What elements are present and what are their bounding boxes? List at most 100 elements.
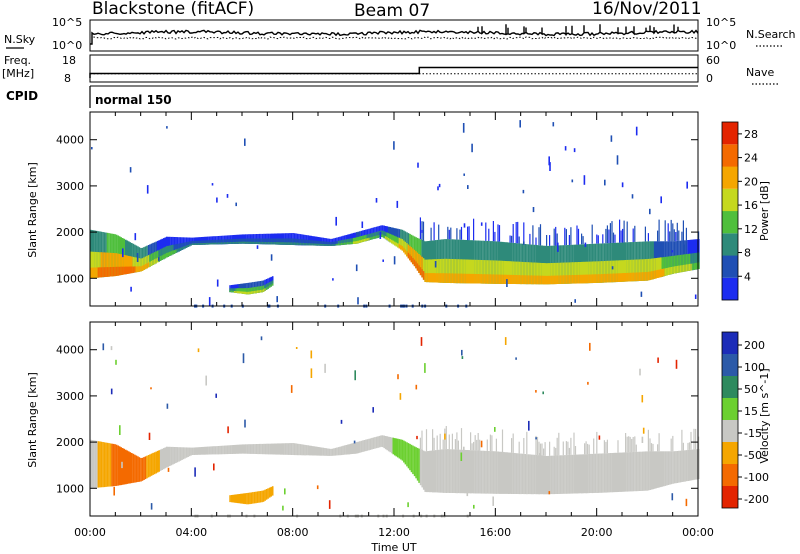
velocity-band-0-col [158, 450, 160, 472]
velocity-band-0-col [281, 443, 284, 455]
power-band-0-core [190, 243, 192, 246]
power-band-0-core [460, 273, 463, 284]
velocity-speckle [535, 390, 537, 393]
power-band-0-core [663, 268, 665, 277]
freq-strip-frame [89, 54, 699, 83]
power-band-0-core [465, 273, 467, 284]
velocity-band-1-col [252, 492, 254, 504]
power-band-0-core [509, 274, 512, 284]
power-band-0-mid [467, 259, 469, 284]
power-speckle [523, 241, 525, 245]
power-band-1-mid [259, 286, 262, 293]
velocity-band-0-col [362, 440, 364, 452]
velocity-band-0-col [270, 443, 273, 455]
power-band-0-mid [277, 238, 279, 245]
power-band-0-mid [103, 252, 106, 277]
power-band-0-mid [90, 251, 92, 279]
power-speckle [129, 167, 132, 173]
velocity-spike [690, 431, 692, 450]
power-band-0-core [363, 239, 366, 242]
velocity-band-0-col [664, 451, 667, 486]
power-band-0-core [412, 257, 414, 265]
velocity-spike [538, 441, 540, 456]
nsearch-tick-top: 10^5 [706, 16, 736, 29]
velocity-band-0-col [643, 451, 645, 491]
power-speckle [375, 198, 378, 203]
power-band-0-mid [609, 260, 612, 283]
power-band-0-core [594, 274, 597, 283]
power-band-0-core [167, 252, 170, 257]
power-band-0-mid [149, 254, 151, 267]
power-spike [612, 232, 615, 243]
velocity-band-0-col [638, 451, 641, 491]
power-spike [568, 235, 570, 245]
power-band-1-mid [249, 287, 251, 295]
colorbar-cell [722, 211, 738, 234]
power-band-0-mid [482, 260, 484, 284]
power-band-0-mid [622, 260, 624, 282]
power-speckle [564, 146, 567, 151]
velocity-band-0-col [555, 455, 557, 494]
velocity-band-0-col [591, 453, 594, 494]
power-band-0-mid [567, 262, 569, 284]
velocity-speckle [340, 419, 343, 424]
power-band-0-core [404, 249, 407, 255]
velocity-band-0-col [363, 440, 366, 452]
velocity-band-0-col [324, 448, 326, 456]
power-band-1-core [230, 290, 233, 293]
power-band-0-core [614, 273, 616, 283]
power-band-0-mid [204, 240, 206, 245]
power-band-0-mid [468, 259, 471, 284]
velocity-band-0-col [135, 455, 138, 483]
velocity-band-0-col [588, 454, 591, 494]
power-band-0-core [108, 267, 110, 277]
velocity-band-0-col [201, 447, 203, 455]
x-tick-label: 04:00 [175, 526, 207, 539]
velocity-speckle [598, 435, 601, 440]
power-band-0-mid [258, 238, 261, 245]
power-band-0-mid [243, 238, 246, 244]
power-band-0-mid [552, 263, 554, 285]
power-band-0-core [266, 242, 268, 245]
power-band-0-core [555, 275, 557, 285]
velocity-band-0-col [457, 449, 460, 494]
velocity-speckle [215, 393, 217, 398]
power-band-0-mid [597, 261, 600, 283]
velocity-band-0-col [574, 454, 577, 494]
velocity-band-0-col [321, 447, 323, 456]
power-band-0-core [541, 275, 543, 285]
cpid-strip: CPID normal 150 [6, 85, 698, 108]
velocity-spike [544, 442, 546, 456]
power-band-0-mid [497, 260, 499, 284]
velocity-band-0-col [336, 447, 338, 456]
power-band-0-core [577, 274, 580, 284]
velocity-band-0-col [505, 452, 507, 494]
power-band-0-mid [695, 252, 697, 270]
velocity-band-0-col [482, 450, 484, 494]
power-band-0-core [512, 274, 515, 284]
power-band-0-mid [284, 238, 287, 245]
power-band-0-core [111, 267, 113, 277]
velocity-band-0-col [340, 446, 343, 456]
velocity-spike [523, 438, 525, 454]
power-band-0-mid [371, 233, 373, 240]
power-band-0-mid [152, 252, 154, 265]
power-band-0-mid [342, 239, 344, 245]
power-band-0-mid [549, 263, 551, 285]
velocity-band-0-col [371, 437, 373, 450]
velocity-speckle [324, 363, 326, 373]
power-band-0-mid [381, 230, 384, 238]
power-speckle [134, 233, 137, 241]
power-speckle [382, 259, 384, 262]
freq-traces [89, 66, 698, 78]
velocity-band-0-col [173, 447, 176, 464]
velocity-band-0-col [653, 451, 656, 489]
freq-tick-top: 18 [62, 54, 76, 67]
velocity-spike [626, 436, 628, 453]
power-band-0-mid [153, 252, 156, 265]
power-spike [685, 227, 687, 241]
power-band-0-mid [137, 257, 139, 272]
velocity-band-0-col [105, 442, 107, 487]
power-band-0-core [687, 264, 689, 271]
power-speckle [393, 141, 395, 150]
